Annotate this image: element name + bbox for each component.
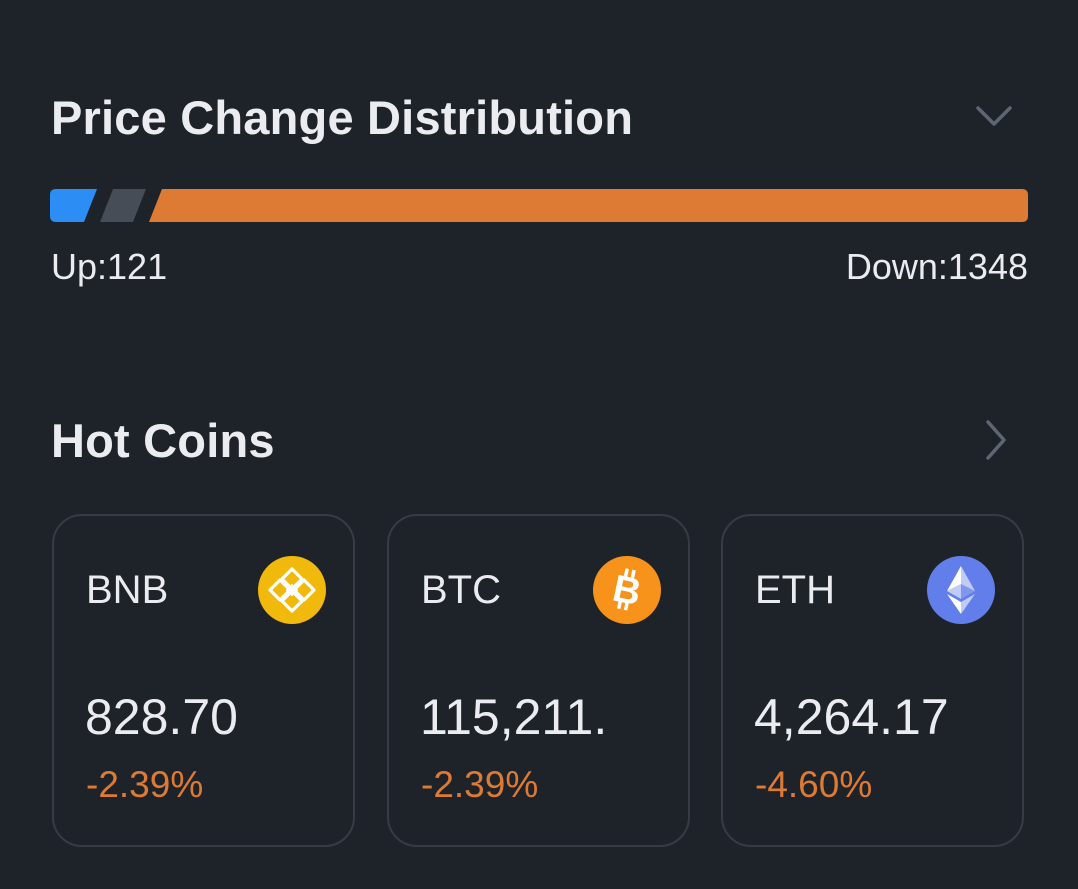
up-count-label: Up:121	[51, 246, 168, 287]
coin-price-change: -2.39%	[86, 764, 204, 805]
chevron-right-icon[interactable]	[975, 418, 1019, 462]
coin-price-change: -4.60%	[755, 764, 873, 805]
coin-card-eth[interactable]: ETH 4,264.17 -4.60%	[721, 514, 1024, 847]
distribution-bar	[50, 189, 1028, 222]
btc-logo-icon: B	[593, 556, 661, 624]
coin-card-bnb[interactable]: BNB 828.70 -2.39%	[52, 514, 355, 847]
coin-card-btc[interactable]: BTC B 115,211. -2.39%	[387, 514, 690, 847]
coin-price: 828.70	[85, 689, 238, 745]
distribution-neutral-segment	[100, 189, 146, 222]
coin-symbol: ETH	[755, 568, 835, 612]
coin-symbol: BNB	[86, 568, 169, 612]
coin-symbol: BTC	[421, 568, 501, 612]
eth-logo-icon	[927, 556, 995, 624]
chevron-down-icon[interactable]	[972, 95, 1016, 139]
distribution-down-segment	[149, 189, 1028, 222]
price-change-distribution-title: Price Change Distribution	[51, 91, 634, 144]
down-count-label: Down:1348	[845, 246, 1028, 287]
hot-coins-title: Hot Coins	[51, 414, 275, 467]
distribution-up-segment	[50, 189, 97, 222]
bnb-logo-icon	[258, 556, 326, 624]
coin-price-change: -2.39%	[421, 764, 539, 805]
coin-price: 4,264.17	[754, 689, 949, 745]
coin-price: 115,211.	[420, 689, 608, 745]
